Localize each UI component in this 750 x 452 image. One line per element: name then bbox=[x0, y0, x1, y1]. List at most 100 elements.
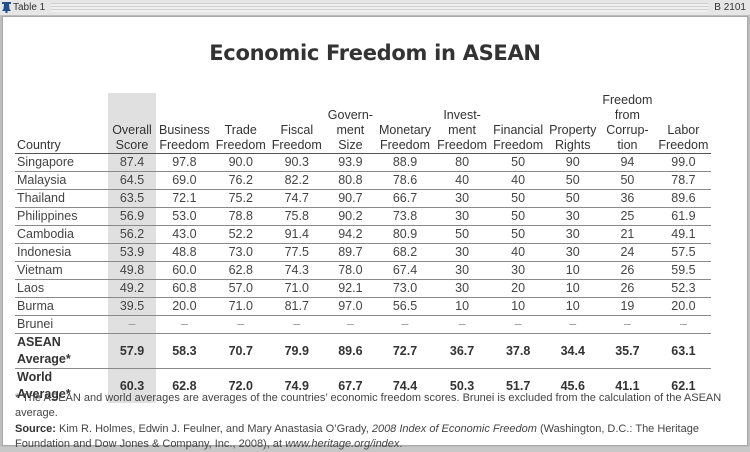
table-cell: 73.0 bbox=[212, 243, 269, 262]
table-cell: 40 bbox=[490, 243, 547, 262]
table-cell: 20.0 bbox=[655, 297, 712, 316]
table-row: Indonesia 53.9 48.8 73.0 77.5 89.7 68.2 30 40 30 2… bbox=[15, 243, 712, 262]
table-cell: 70.7 bbox=[212, 333, 269, 369]
table-cell: 35.7 bbox=[599, 333, 656, 369]
table-cell: – bbox=[108, 315, 156, 334]
table-cell: 50 bbox=[490, 207, 547, 226]
table-cell: 30 bbox=[546, 207, 600, 226]
table-cell: 72.7 bbox=[375, 333, 435, 369]
table-cell: 60.0 bbox=[156, 261, 213, 280]
column-header-government-size: Govern-ment Size bbox=[324, 93, 376, 154]
table-cell: 78.6 bbox=[375, 171, 435, 190]
row-label: Thailand bbox=[15, 189, 108, 208]
table-cell: 52.2 bbox=[212, 225, 269, 244]
table-cell: 61.9 bbox=[655, 207, 712, 226]
table-cell: 10 bbox=[546, 279, 600, 298]
table-cell: 49.2 bbox=[108, 279, 156, 298]
row-label: Philippines bbox=[15, 207, 108, 226]
table-cell: 30 bbox=[434, 243, 491, 262]
table-cell: 74.3 bbox=[268, 261, 325, 280]
table-cell: 57.0 bbox=[212, 279, 269, 298]
table-cell: 69.0 bbox=[156, 171, 213, 190]
table-cell: 36 bbox=[599, 189, 656, 208]
table-cell: 75.2 bbox=[212, 189, 269, 208]
table-cell: 73.0 bbox=[375, 279, 435, 298]
column-header-trade-freedom: Trade Freedom bbox=[212, 93, 269, 154]
table-cell: 62.8 bbox=[172, 378, 197, 393]
table-cell: 80.9 bbox=[375, 225, 435, 244]
table-cell: 45.6 bbox=[560, 378, 585, 393]
table-cell: 74.7 bbox=[268, 189, 325, 208]
table-cell: 78.0 bbox=[324, 261, 376, 280]
column-header-freedom-from-corruption: Freedom from Corrup-tion bbox=[599, 93, 656, 154]
table-cell: 20 bbox=[490, 279, 547, 298]
table-row: Malaysia 64.5 69.0 76.2 82.2 80.8 78.6 40 40 50 50… bbox=[15, 171, 712, 190]
table-cell: 81.7 bbox=[268, 297, 325, 316]
row-label: Laos bbox=[15, 279, 108, 298]
document-code: B 2101 bbox=[714, 2, 746, 13]
table-cell: 97.0 bbox=[324, 297, 376, 316]
decorative-rule bbox=[51, 3, 709, 12]
column-header-financial-freedom: Financial Freedom bbox=[490, 93, 547, 154]
table-cell: 10 bbox=[490, 297, 547, 316]
table-cell: 50 bbox=[490, 225, 547, 244]
table-cell: 39.5 bbox=[108, 297, 156, 316]
table-row: Cambodia 56.2 43.0 52.2 91.4 94.2 80.9 50 50 30 21… bbox=[15, 225, 712, 244]
source-label: Source: bbox=[15, 423, 56, 435]
table-cell: – bbox=[156, 315, 213, 334]
table-cell: – bbox=[434, 315, 491, 334]
liberty-bell-icon bbox=[2, 2, 11, 13]
table-cell: 36.7 bbox=[434, 333, 491, 369]
column-header-monetary-freedom: Monetary Freedom bbox=[375, 93, 435, 154]
table-cell: 62.8 bbox=[212, 261, 269, 280]
table-cell: 10 bbox=[546, 297, 600, 316]
source-url: www.heritage.org/index bbox=[285, 438, 400, 450]
table-row: Singapore 87.4 97.8 90.0 90.3 93.9 88.9 80 50 90 9… bbox=[15, 153, 712, 172]
table-cell: 91.4 bbox=[268, 225, 325, 244]
table-cell: 30 bbox=[434, 189, 491, 208]
table-cell: 53.9 bbox=[108, 243, 156, 262]
table-cell: 72.0 bbox=[228, 378, 253, 393]
table-cell: 92.1 bbox=[324, 279, 376, 298]
source-publication: 2008 Index of Economic Freedom bbox=[371, 423, 537, 435]
source-authors: Kim R. Holmes, Edwin J. Feulner, and Mar… bbox=[55, 423, 372, 435]
table-cell: 48.8 bbox=[156, 243, 213, 262]
table-cell: 50 bbox=[490, 153, 547, 172]
table-cell: 40 bbox=[434, 171, 491, 190]
table-cell: 34.4 bbox=[546, 333, 600, 369]
table-cell: 67.4 bbox=[375, 261, 435, 280]
table-cell: 20.0 bbox=[156, 297, 213, 316]
table-cell: 80.8 bbox=[324, 171, 376, 190]
table-cell: 56.9 bbox=[108, 207, 156, 226]
column-header-country: Country bbox=[15, 93, 108, 154]
table-cell: 60.8 bbox=[156, 279, 213, 298]
table-cell: 30 bbox=[546, 225, 600, 244]
table-row: Thailand 63.5 72.1 75.2 74.7 90.7 66.7 30 50 50 36… bbox=[15, 189, 712, 208]
table-row: Brunei – – – – – – – – – – – bbox=[15, 315, 712, 334]
table-cell: 90.2 bbox=[324, 207, 376, 226]
column-header-business-freedom: Business Freedom bbox=[156, 93, 213, 154]
table-cell: 57.9 bbox=[108, 333, 156, 369]
table-cell: 51.7 bbox=[505, 378, 531, 393]
table-cell: 37.8 bbox=[490, 333, 547, 369]
table-cell: 49.1 bbox=[655, 225, 712, 244]
table-cell: 72.1 bbox=[156, 189, 213, 208]
table-cell: 94.2 bbox=[324, 225, 376, 244]
table-cell: 59.5 bbox=[655, 261, 712, 280]
table-cell: – bbox=[546, 315, 600, 334]
table-cell: – bbox=[268, 315, 325, 334]
header-row: Country Overall Score Business Freedom Tra… bbox=[15, 93, 712, 154]
row-label: Burma bbox=[15, 297, 108, 316]
table-cell: 88.9 bbox=[375, 153, 435, 172]
table-cell: 94 bbox=[599, 153, 656, 172]
table-cell: 80 bbox=[434, 153, 491, 172]
table-cell: 60.3 bbox=[108, 368, 156, 403]
table-cell: 77.5 bbox=[268, 243, 325, 262]
column-header-labor-freedom: Labor Freedom bbox=[655, 93, 712, 154]
table-cell: 90 bbox=[546, 153, 600, 172]
row-label: Brunei bbox=[15, 315, 108, 334]
table-cell: – bbox=[655, 315, 712, 334]
table-row: Vietnam 49.8 60.0 62.8 74.3 78.0 67.4 30 30 10 26 5… bbox=[15, 261, 712, 280]
table-cell: 50 bbox=[490, 189, 547, 208]
table-cell: 73.8 bbox=[375, 207, 435, 226]
